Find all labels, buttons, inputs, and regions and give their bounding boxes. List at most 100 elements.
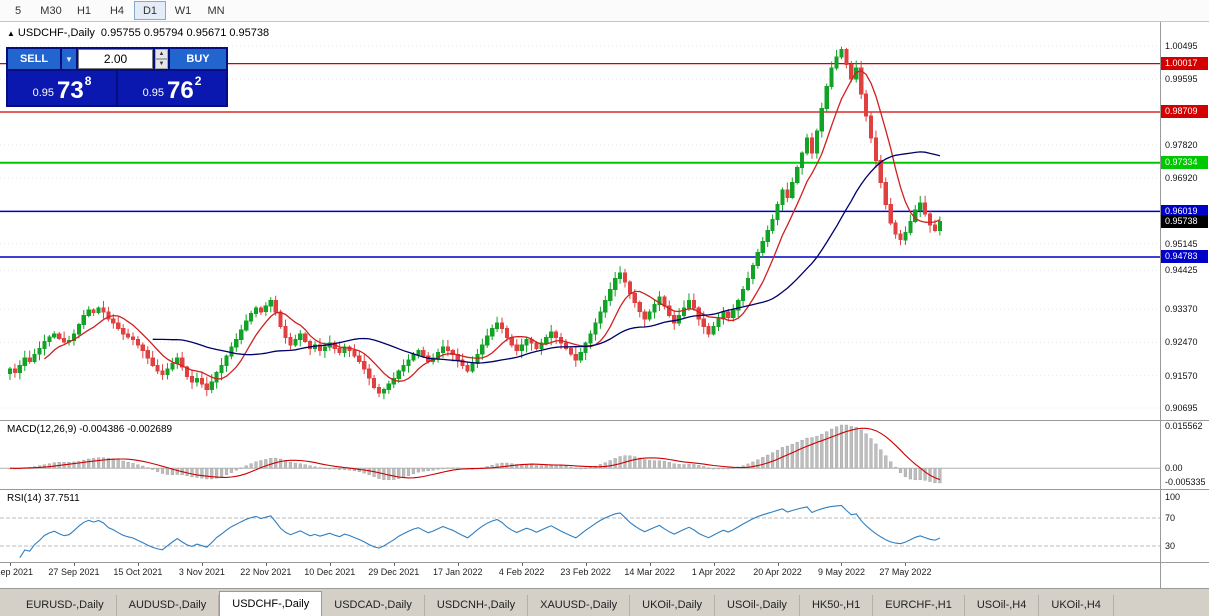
quotes-row: 0.95 73 8 0.95 76 2 [8, 71, 226, 105]
symbol-header: ▲ USDCHF-,Daily 0.95755 0.95794 0.95671 0.… [7, 27, 269, 39]
date-axis-tick [585, 563, 587, 566]
volume-input[interactable] [79, 50, 152, 68]
price-axis-tick: 0.99595 [1165, 74, 1198, 85]
chart-tab-ukoil-h4[interactable]: UKOil-,H4 [1039, 595, 1114, 616]
price-axis-tick: 0.96920 [1165, 173, 1198, 184]
bid-price-display[interactable]: 0.95 73 8 [8, 71, 116, 105]
one-click-trading-panel: SELL ▼ ▲ ▼ BUY 0.95 73 8 0.95 76 2 [6, 47, 228, 107]
bid-prefix: 0.95 [32, 87, 55, 99]
ask-price-display[interactable]: 0.95 76 2 [118, 71, 226, 105]
sell-button[interactable]: SELL [8, 49, 60, 69]
macd-axis-value: 0.00 [1165, 463, 1183, 474]
rsi-axis-value: 70 [1165, 513, 1176, 523]
chart-tab-bar: EURUSD-,Daily AUDUSD-,Daily USDCHF-,Daily U… [0, 588, 1209, 616]
date-axis-label: 29 Dec 2021 [368, 567, 420, 577]
date-axis-tick [265, 563, 267, 566]
bid-big-digits: 73 [57, 77, 84, 104]
chevron-down-icon: ▼ [65, 54, 73, 64]
timeframe-button-W1[interactable]: W1 [174, 4, 192, 17]
ask-big-digits: 76 [167, 77, 194, 104]
price-line-badge: 0.97334 [1161, 156, 1208, 170]
symbol-title: USDCHF-,Daily [17, 27, 95, 39]
date-axis-label: 1 Apr 2022 [691, 567, 736, 577]
date-axis-tick [137, 563, 139, 566]
date-axis-label: 22 Nov 2021 [240, 567, 292, 577]
panel-separator[interactable] [0, 562, 1209, 563]
main-price-chart[interactable] [0, 22, 1160, 420]
date-axis-label: 10 Dec 2021 [304, 567, 356, 577]
macd-axis-value: -0.005335 [1165, 477, 1206, 487]
date-axis-label: 27 Sep 2021 [48, 567, 100, 577]
volume-increment-button[interactable]: ▲ [155, 49, 168, 59]
volume-decrement-button[interactable]: ▼ [155, 59, 168, 69]
date-axis-tick [457, 563, 459, 566]
price-axis-tick: 1.00495 [1165, 41, 1198, 51]
order-type-dropdown[interactable]: ▼ [62, 49, 76, 69]
date-axis-tick [905, 563, 907, 566]
date-axis-label: 15 Oct 2021 [113, 567, 163, 577]
date-axis-label: 17 Jan 2022 [432, 567, 483, 577]
timeframe-button-H4[interactable]: H4 [109, 4, 125, 17]
price-line-badge: 0.94783 [1161, 250, 1208, 264]
timeframe-button-H1[interactable]: H1 [76, 4, 92, 17]
price-axis-tick: 0.91570 [1165, 370, 1198, 381]
price-axis-tick: 0.95145 [1165, 238, 1198, 249]
ask-pip-digit: 2 [194, 74, 202, 88]
volume-field-wrap [78, 49, 153, 69]
timeframe-button-D1[interactable]: D1 [134, 1, 166, 20]
chart-tab-eurchf-h1[interactable]: EURCHF-,H1 [873, 595, 965, 616]
price-line-badge: 0.98709 [1161, 105, 1208, 119]
collapse-panel-icon[interactable]: ▲ [7, 29, 15, 38]
chart-tab-usdchf-daily[interactable]: USDCHF-,Daily [219, 591, 323, 616]
buy-button[interactable]: BUY [170, 49, 226, 69]
chart-tab-usdcad-daily[interactable]: USDCAD-,Daily [322, 595, 425, 616]
chart-tab-xauusd-daily[interactable]: XAUUSD-,Daily [528, 595, 631, 616]
chart-tab-eurusd-daily[interactable]: EURUSD-,Daily [14, 595, 117, 616]
price-axis-tick: 0.93370 [1165, 304, 1198, 315]
macd-label: MACD(12,26,9) -0.004386 -0.002689 [7, 424, 173, 435]
ask-prefix: 0.95 [142, 87, 165, 99]
date-axis-label: 8 Sep 2021 [0, 567, 34, 577]
current-price-badge: 0.95738 [1161, 215, 1208, 229]
date-axis-tick [649, 563, 651, 566]
chart-tab-usdcnh-daily[interactable]: USDCNH-,Daily [425, 595, 529, 616]
date-axis-label: 9 May 2022 [817, 567, 865, 577]
rsi-axis-value: 100 [1165, 492, 1181, 502]
chart-tab-usoil-h4[interactable]: USOil-,H4 [965, 595, 1040, 616]
date-axis-tick [201, 563, 203, 566]
price-axis-tick: 0.90695 [1165, 403, 1198, 413]
timeframe-button-M30[interactable]: M30 [40, 4, 62, 17]
volume-stepper: ▲ ▼ [155, 49, 168, 69]
date-axis-label: 20 Apr 2022 [753, 567, 802, 577]
price-line-badge: 0.96019 [1161, 204, 1208, 218]
chart-tab-hk50-h1[interactable]: HK50-,H1 [800, 595, 874, 616]
panel-separator[interactable] [0, 420, 1209, 421]
rsi-axis-value: 30 [1165, 541, 1176, 551]
date-axis-tick [393, 563, 395, 566]
timeframe-button-MN[interactable]: MN [207, 4, 225, 17]
price-line-badge: 1.00017 [1161, 57, 1208, 71]
order-controls-row: SELL ▼ ▲ ▼ BUY [8, 49, 226, 69]
timeframe-toolbar: 5 M30 H1 H4 D1 W1 MN [0, 0, 1209, 22]
date-axis-tick [10, 563, 11, 566]
date-axis-tick [713, 563, 715, 566]
date-axis-tick [521, 563, 523, 566]
date-axis-label: 14 Mar 2022 [624, 567, 675, 577]
panel-separator[interactable] [0, 489, 1209, 490]
macd-indicator-chart[interactable] [0, 421, 1160, 489]
date-axis-tick [841, 563, 843, 566]
date-axis-label: 27 May 2022 [879, 567, 932, 577]
timeframe-button-5[interactable]: 5 [14, 4, 22, 17]
chart-tab-ukoil-daily[interactable]: UKOil-,Daily [630, 595, 716, 616]
date-axis-tick [777, 563, 779, 566]
price-axis-tick: 0.92470 [1165, 337, 1198, 348]
ohlc-values: 0.95755 0.95794 0.95671 0.95738 [100, 27, 270, 39]
price-axis-tick: 0.97820 [1165, 139, 1198, 150]
rsi-indicator-chart[interactable] [0, 490, 1160, 562]
chart-tab-usoil-daily[interactable]: USOil-,Daily [715, 595, 800, 616]
date-axis-label: 3 Nov 2021 [178, 567, 225, 577]
rsi-label: RSI(14) 37.7511 [7, 493, 80, 504]
macd-axis-value: 0.015562 [1165, 421, 1203, 431]
chart-tab-audusd-daily[interactable]: AUDUSD-,Daily [117, 595, 220, 616]
price-axis-tick: 0.94425 [1165, 265, 1198, 276]
